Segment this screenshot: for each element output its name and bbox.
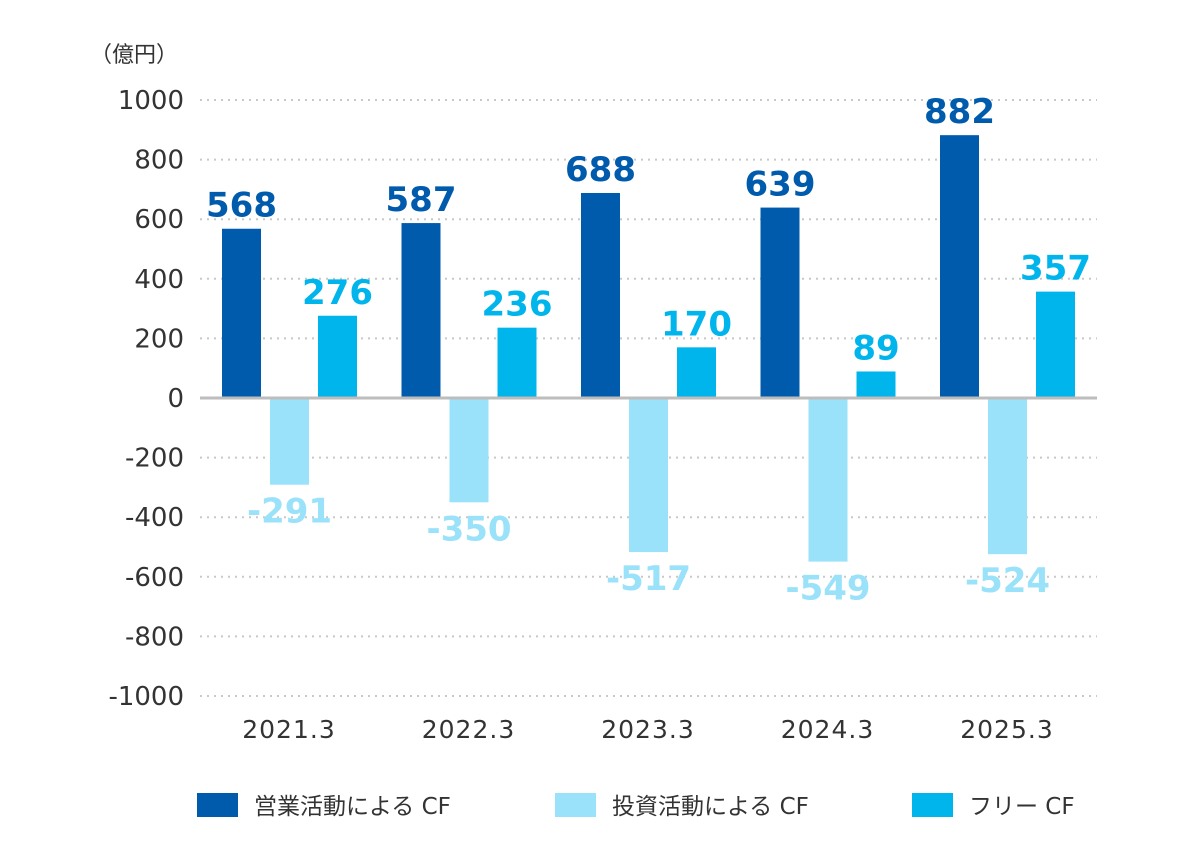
- x-axis-ticks: 2021.3 2022.3 2023.3 2024.3 2025.3: [242, 715, 1053, 744]
- legend-swatch: [912, 793, 953, 817]
- data-label: 89: [852, 328, 899, 368]
- y-tick-label: 200: [134, 324, 184, 354]
- y-tick-label: 400: [134, 265, 184, 295]
- y-tick-label: -1000: [108, 682, 184, 712]
- data-label: 357: [1020, 249, 1091, 289]
- bar: [629, 398, 668, 553]
- bar: [808, 398, 848, 562]
- bar: [449, 398, 489, 503]
- data-label: 587: [386, 180, 457, 220]
- y-tick-label: -800: [125, 622, 184, 652]
- data-label: 882: [924, 92, 995, 132]
- x-tick-label: 2024.3: [781, 715, 874, 744]
- bar: [856, 371, 896, 398]
- y-tick-label: 600: [134, 205, 184, 235]
- y-tick-label: -400: [125, 503, 184, 533]
- x-tick-label: 2025.3: [960, 715, 1053, 744]
- data-label: 568: [206, 186, 277, 226]
- bar: [401, 223, 441, 398]
- legend-swatch: [555, 793, 596, 817]
- legend-label: 営業活動による CF: [254, 794, 451, 820]
- legend-label: フリー CF: [969, 794, 1075, 820]
- data-label: 688: [565, 150, 636, 190]
- x-tick-label: 2023.3: [601, 715, 694, 744]
- data-label: -291: [247, 492, 332, 532]
- bar: [318, 315, 357, 398]
- y-tick-label: 800: [134, 146, 184, 176]
- bar: [581, 192, 620, 398]
- y-tick-label: -200: [125, 444, 184, 474]
- x-tick-label: 2022.3: [422, 715, 515, 744]
- bar: [270, 398, 309, 485]
- bar: [1036, 291, 1075, 398]
- data-label: 276: [302, 273, 373, 313]
- data-label: 170: [661, 304, 732, 344]
- bar: [497, 327, 537, 398]
- y-tick-label: 1000: [118, 86, 184, 116]
- y-axis-ticks: 1000 800 600 400 200 0 -200 -400 -600 -800 -1000: [108, 86, 184, 712]
- bars: [222, 135, 1075, 562]
- legend-swatch: [197, 793, 238, 817]
- bar: [760, 207, 800, 398]
- legend: 営業活動による CF 投資活動による CF フリー CF: [197, 793, 1075, 820]
- y-unit-label: （億円）: [90, 43, 178, 68]
- bar: [940, 135, 979, 398]
- bar: [988, 398, 1027, 555]
- data-label: -517: [606, 559, 691, 599]
- data-label: -524: [965, 561, 1050, 601]
- data-labels: 568 -291 276 587 -350 236 688 -517 170 639 -549 89 8…: [206, 92, 1091, 608]
- bar: [677, 347, 716, 398]
- data-label: -549: [785, 569, 870, 609]
- x-tick-label: 2021.3: [242, 715, 335, 744]
- data-label: 236: [482, 285, 553, 325]
- data-label: 639: [745, 165, 816, 205]
- bar: [222, 228, 261, 398]
- legend-label: 投資活動による CF: [612, 794, 809, 820]
- y-tick-label: 0: [167, 384, 184, 414]
- data-label: -350: [426, 509, 511, 549]
- y-tick-label: -600: [125, 563, 184, 593]
